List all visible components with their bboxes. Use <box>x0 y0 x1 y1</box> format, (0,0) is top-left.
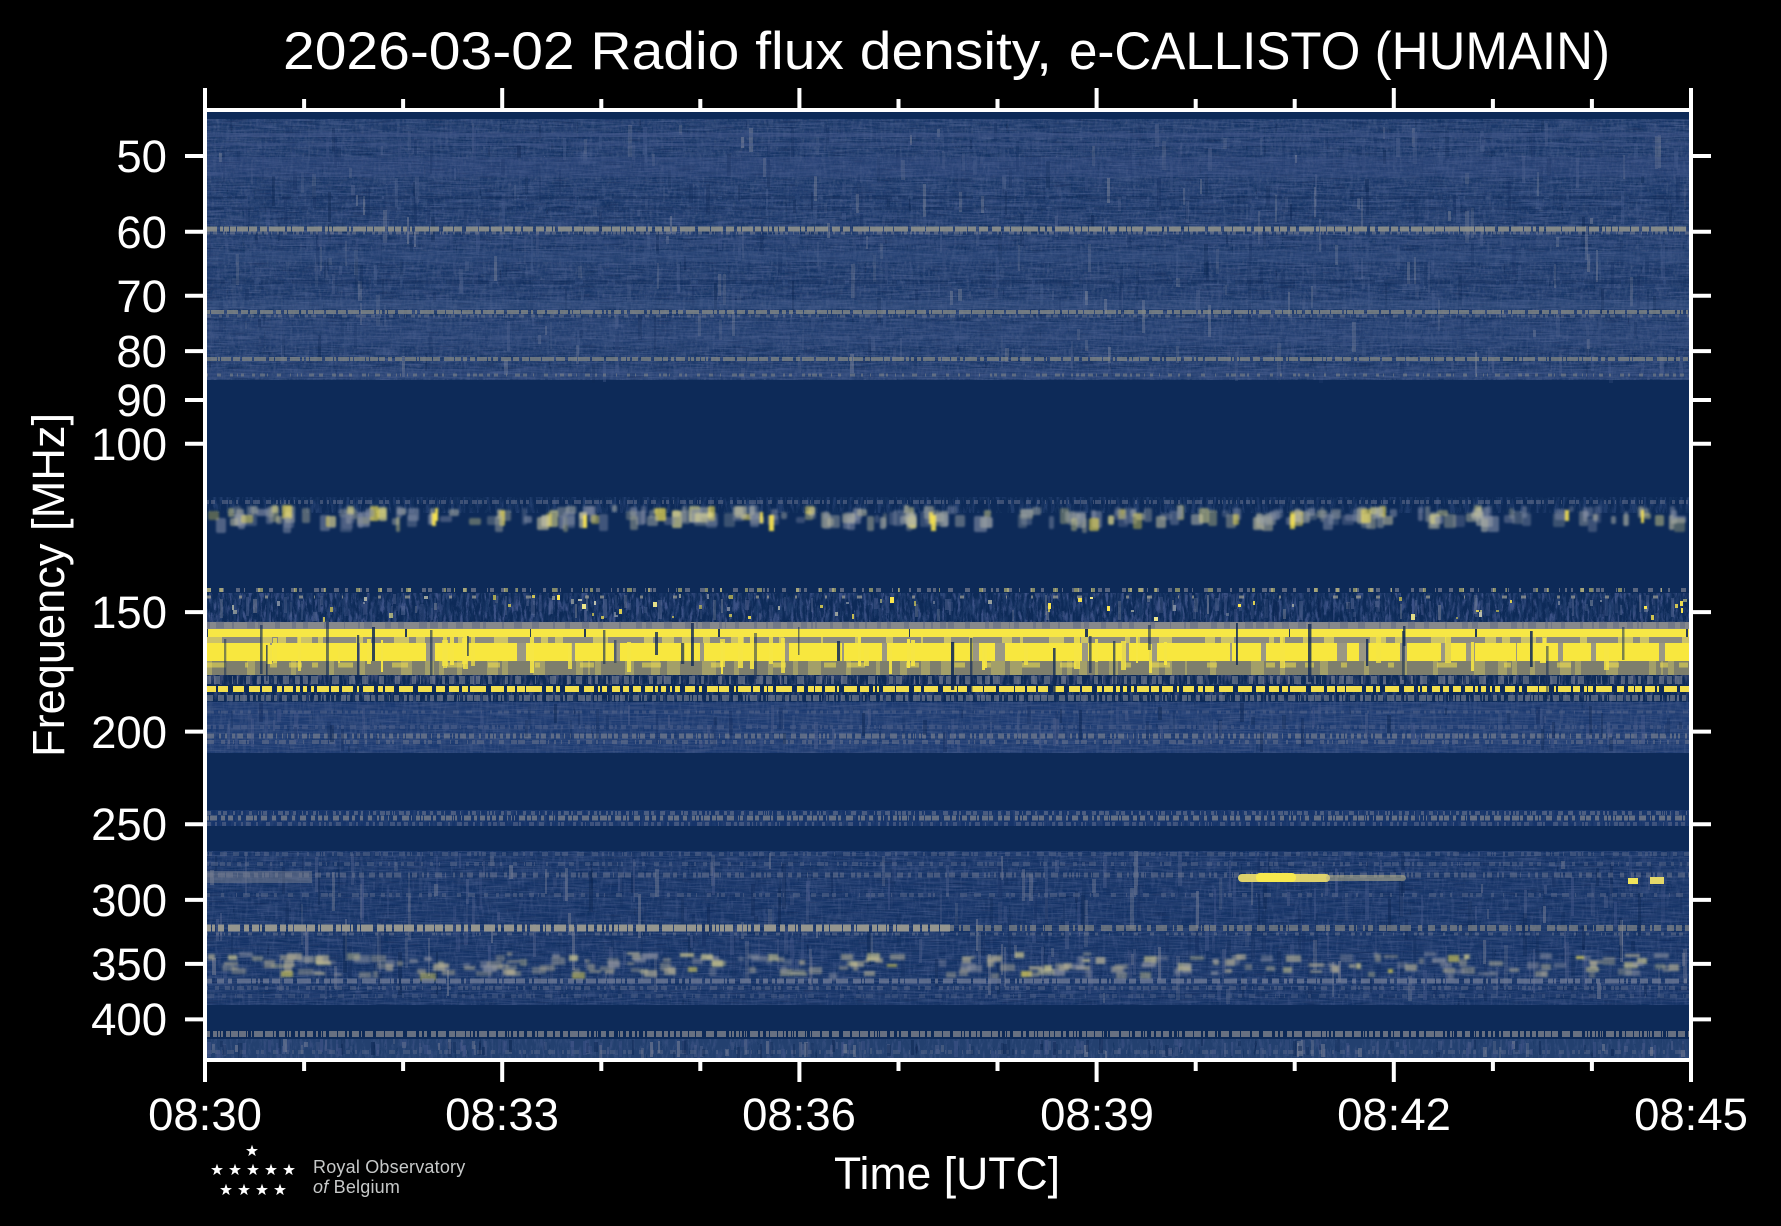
svg-text:90: 90 <box>116 375 167 426</box>
svg-text:100: 100 <box>91 419 167 470</box>
svg-text:08:33: 08:33 <box>445 1089 559 1140</box>
svg-text:50: 50 <box>116 131 167 182</box>
svg-text:08:42: 08:42 <box>1337 1089 1451 1140</box>
svg-text:250: 250 <box>91 799 167 850</box>
svg-text:200: 200 <box>91 707 167 758</box>
svg-text:70: 70 <box>116 271 167 322</box>
svg-text:e-CALLISTO (HUMAIN): e-CALLISTO (HUMAIN) <box>1069 22 1610 81</box>
svg-text:Frequency [MHz]: Frequency [MHz] <box>23 413 74 757</box>
svg-text:60: 60 <box>116 207 167 258</box>
svg-text:350: 350 <box>91 939 167 990</box>
svg-text:of Belgium: of Belgium <box>313 1177 400 1197</box>
svg-text:Time [UTC]: Time [UTC] <box>834 1148 1060 1199</box>
svg-text:400: 400 <box>91 994 167 1045</box>
svg-text:08:30: 08:30 <box>148 1089 262 1140</box>
svg-text:150: 150 <box>91 587 167 638</box>
svg-text:2026-03-02 Radio flux density,: 2026-03-02 Radio flux density, <box>283 22 1052 81</box>
svg-text:08:45: 08:45 <box>1634 1089 1748 1140</box>
svg-text:08:36: 08:36 <box>742 1089 856 1140</box>
svg-text:08:39: 08:39 <box>1040 1089 1154 1140</box>
svg-text:Royal Observatory: Royal Observatory <box>313 1157 465 1177</box>
svg-text:80: 80 <box>116 326 167 377</box>
svg-text:300: 300 <box>91 875 167 926</box>
